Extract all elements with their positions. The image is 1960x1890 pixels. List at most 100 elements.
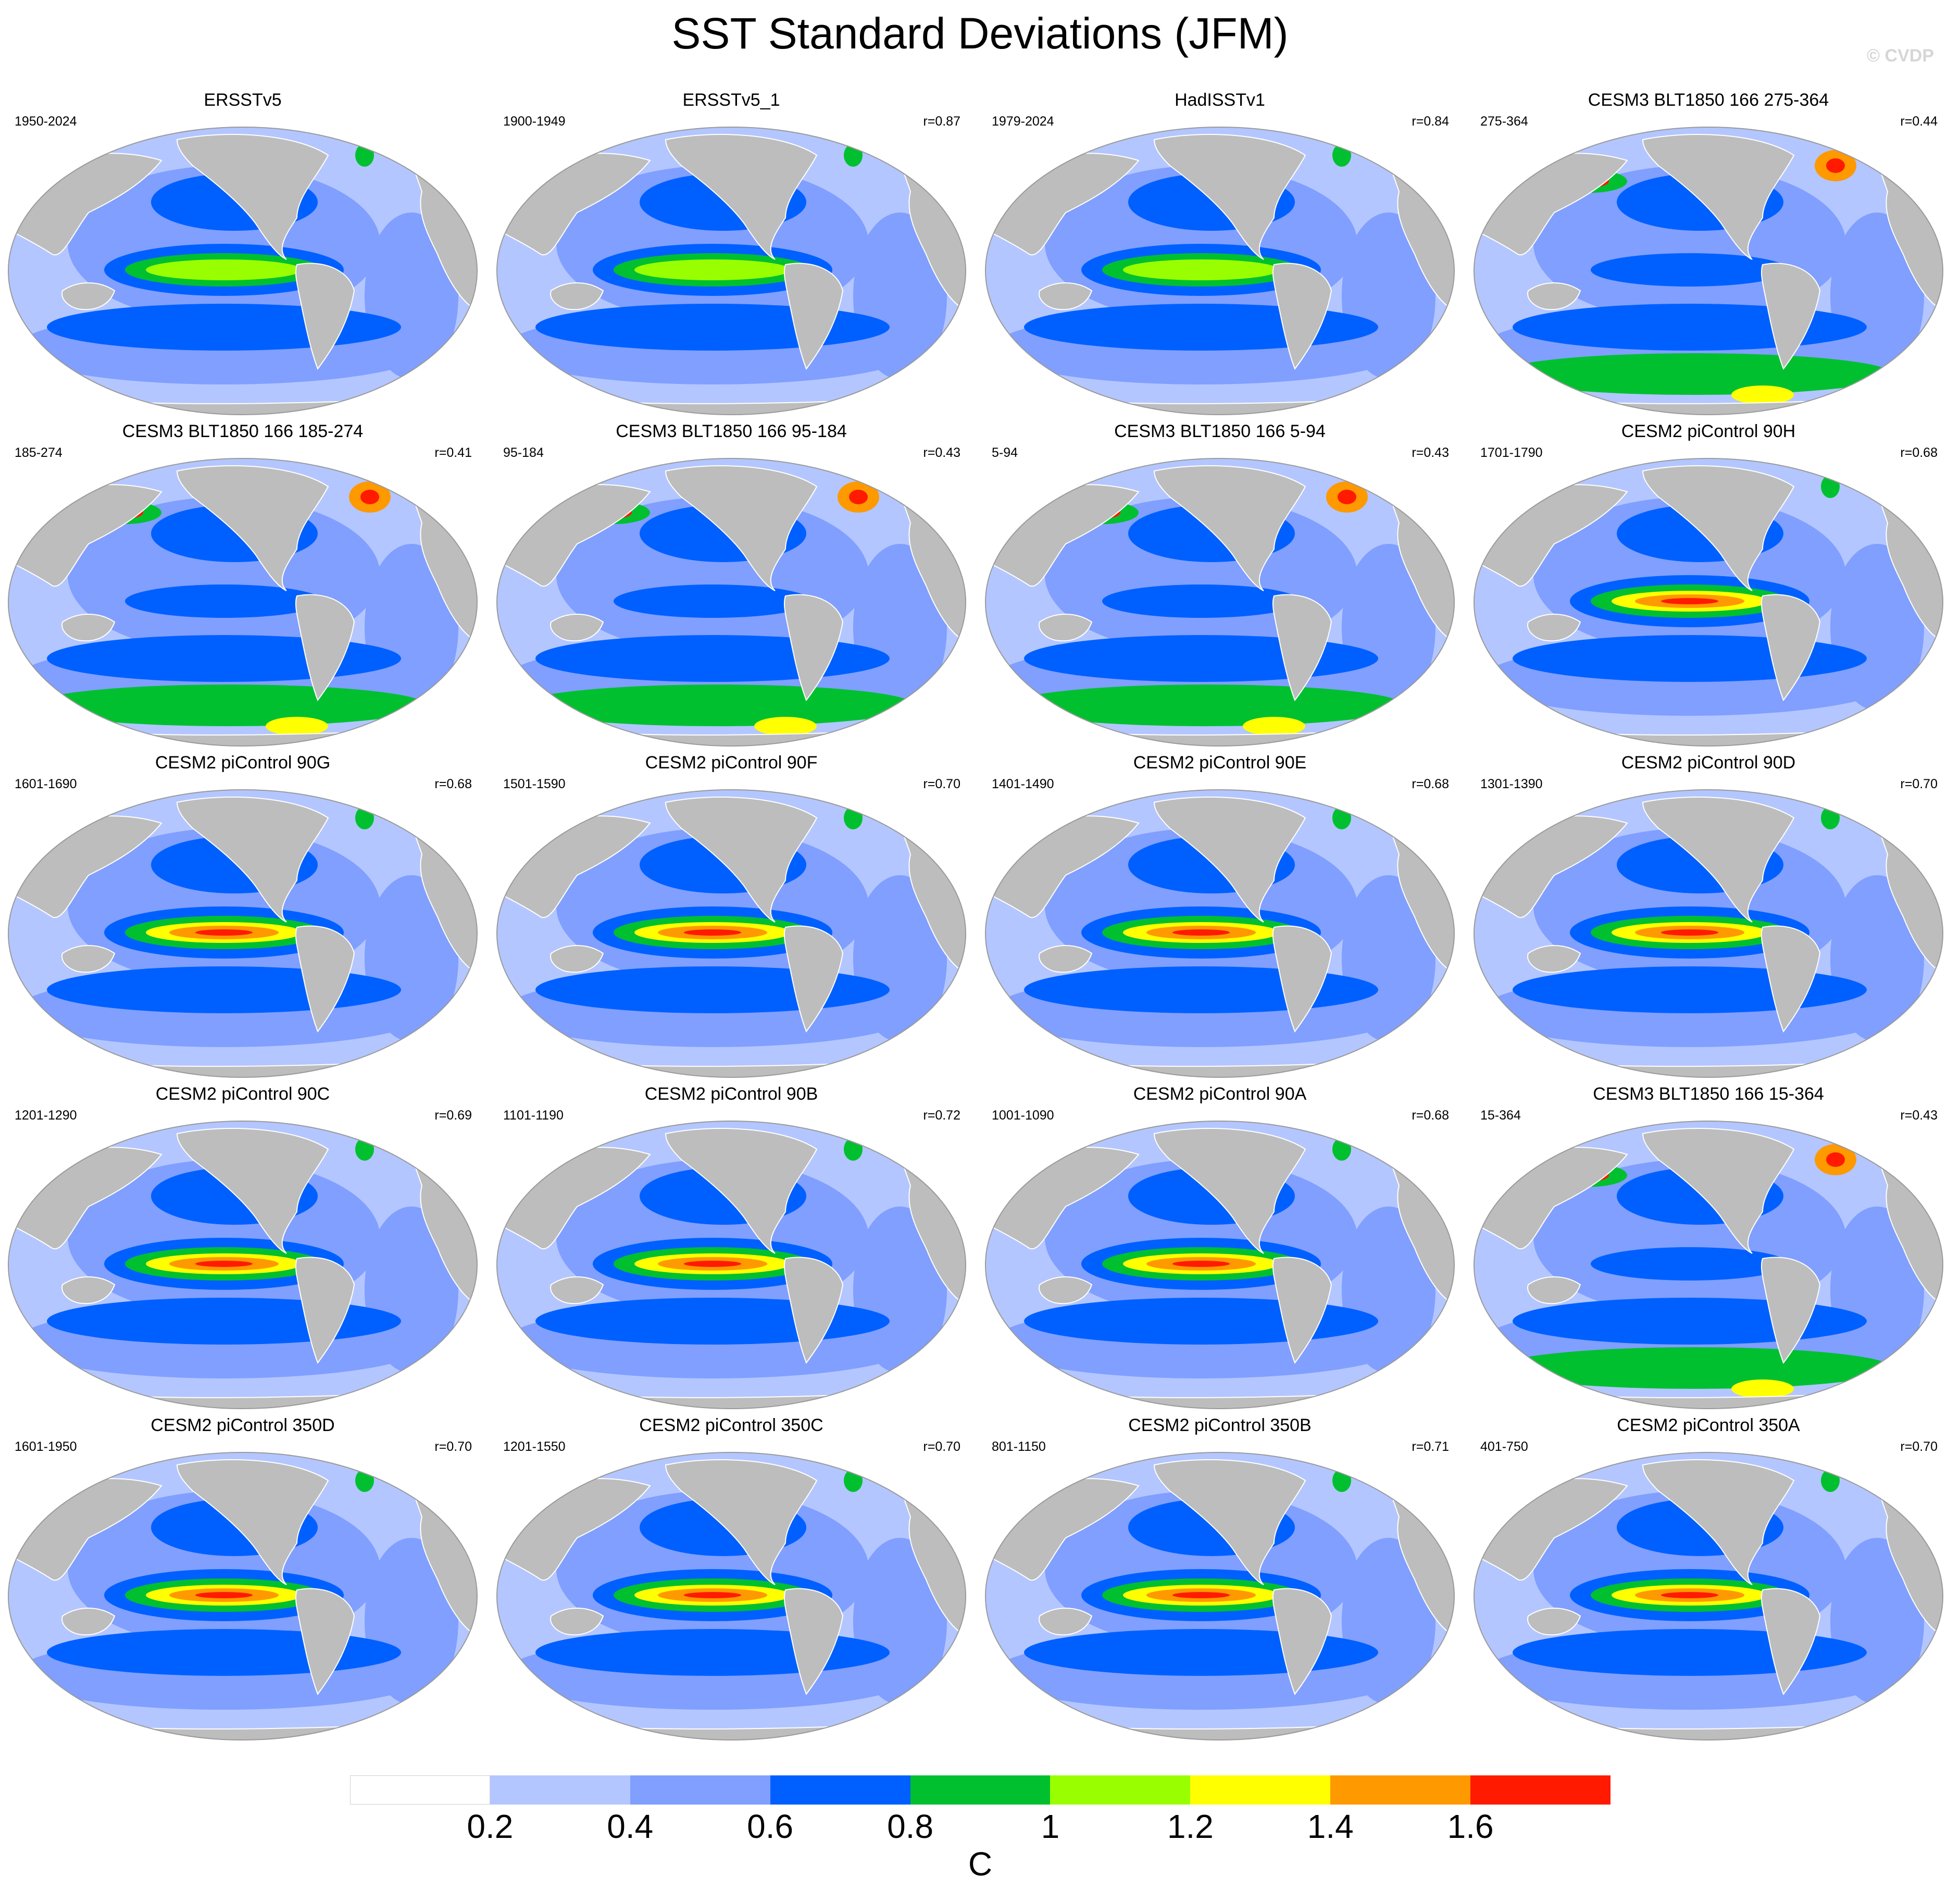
map-panel: CESM2 piControl 90B 1101-1190 r=0.72 xyxy=(494,1084,969,1412)
panel-period: 275-364 xyxy=(1480,114,1528,129)
panel-title: CESM2 piControl 90H xyxy=(1621,421,1796,441)
sst-map xyxy=(1474,1452,1943,1740)
map-panel: HadISSTv1 1979-2024 r=0.84 xyxy=(982,90,1457,418)
map-outline xyxy=(496,127,966,415)
equatorial-pacific-tongue xyxy=(634,591,791,612)
map-outline xyxy=(496,1121,966,1409)
map-panel: CESM2 piControl 90H 1701-1790 r=0.68 xyxy=(1471,421,1946,749)
panel-period: 1401-1490 xyxy=(992,777,1054,791)
panel-period: 185-274 xyxy=(15,445,63,460)
map-outline xyxy=(985,789,1455,1078)
sst-map xyxy=(1474,127,1943,415)
panel-correlation: r=0.84 xyxy=(1412,114,1449,129)
land-mass xyxy=(1039,614,1093,642)
gulf-stream-region xyxy=(1332,1469,1351,1492)
panel-correlation: r=0.70 xyxy=(1900,777,1938,791)
panel-correlation: r=0.72 xyxy=(923,1108,960,1123)
equatorial-pacific-tongue xyxy=(684,1592,741,1598)
sst-map xyxy=(8,1452,478,1740)
land-mass xyxy=(783,594,844,702)
equatorial-pacific-tongue xyxy=(1661,1592,1718,1598)
sst-map xyxy=(1474,789,1943,1078)
colorbar-tick-label: 0.4 xyxy=(607,1808,654,1845)
land-mass xyxy=(550,945,604,973)
panel-title: CESM3 BLT1850 166 15-364 xyxy=(1593,1084,1824,1104)
colorbar-tick-label: 0.6 xyxy=(747,1808,794,1845)
land-mass xyxy=(1527,614,1581,642)
sst-map xyxy=(985,1452,1455,1740)
map-panel: CESM2 piControl 350C 1201-1550 r=0.70 xyxy=(494,1415,969,1743)
drake-passage-max xyxy=(266,717,328,736)
gulf-stream-region xyxy=(1821,475,1840,498)
land-mass xyxy=(665,465,818,591)
equatorial-pacific-tongue xyxy=(1612,1253,1768,1274)
map-panel: CESM2 piControl 350B 801-1150 r=0.71 xyxy=(982,1415,1457,1743)
colorbar-box xyxy=(350,1775,490,1805)
southern-ocean-high-band xyxy=(520,685,916,726)
panel-title: CESM2 piControl 90A xyxy=(1133,1084,1307,1104)
land-mass xyxy=(176,465,329,591)
land-mass xyxy=(1761,594,1821,702)
land-mass xyxy=(1761,925,1821,1033)
copyright-label: © CVDP xyxy=(1867,46,1934,66)
panel-correlation: r=0.43 xyxy=(1900,1108,1938,1123)
equatorial-pacific-tongue xyxy=(1612,259,1768,280)
gulf-stream-region xyxy=(1821,806,1840,829)
gulf-stream-region xyxy=(355,1138,374,1161)
panel-title: CESM3 BLT1850 166 5-94 xyxy=(1114,421,1326,441)
land-mass xyxy=(783,263,844,370)
equatorial-pacific-tongue xyxy=(684,1261,741,1267)
panel-correlation: r=0.43 xyxy=(923,445,960,460)
land-mass xyxy=(1272,594,1332,702)
map-outline xyxy=(8,1121,478,1409)
map-panel: CESM2 piControl 90G 1601-1690 r=0.68 xyxy=(5,752,480,1080)
map-panel: CESM3 BLT1850 166 95-184 95-184 r=0.43 xyxy=(494,421,969,749)
panel-title: CESM2 piControl 90B xyxy=(644,1084,818,1104)
gulf-stream-core xyxy=(360,490,379,504)
land-mass xyxy=(1272,263,1332,370)
panel-correlation: r=0.69 xyxy=(434,1108,472,1123)
land-mass xyxy=(783,925,844,1033)
sst-map xyxy=(8,789,478,1078)
southern-ocean-high-band xyxy=(31,685,427,726)
map-outline xyxy=(985,127,1455,415)
land-mass xyxy=(1039,945,1093,973)
sst-map xyxy=(496,458,966,747)
map-panel: ERSSTv5 1950-2024 xyxy=(5,90,480,418)
land-mass xyxy=(176,1459,329,1585)
land-mass xyxy=(295,925,355,1033)
map-panel: CESM3 BLT1850 166 185-274 185-274 r=0.41 xyxy=(5,421,480,749)
land-mass xyxy=(665,1128,818,1254)
drake-passage-max xyxy=(1731,1379,1794,1398)
map-panel: CESM2 piControl 90E 1401-1490 r=0.68 xyxy=(982,752,1457,1080)
land-mass xyxy=(1153,797,1306,923)
sst-map xyxy=(8,1121,478,1409)
map-outline xyxy=(8,1452,478,1740)
gulf-stream-core xyxy=(849,490,868,504)
panel-period: 1950-2024 xyxy=(15,114,77,129)
land-mass xyxy=(1153,1128,1306,1254)
panel-title: CESM2 piControl 350A xyxy=(1617,1415,1800,1435)
gulf-stream-region xyxy=(844,806,863,829)
sst-map xyxy=(496,789,966,1078)
map-outline xyxy=(8,458,478,747)
land-mass xyxy=(295,594,355,702)
equatorial-pacific-tongue xyxy=(1172,1592,1230,1598)
map-panel: CESM3 BLT1850 166 15-364 15-364 r=0.43 xyxy=(1471,1084,1946,1412)
colorbar-tick-label: 1.4 xyxy=(1307,1808,1354,1845)
panel-period: 1701-1790 xyxy=(1480,445,1543,460)
land-mass xyxy=(665,134,818,260)
land-mass xyxy=(61,282,116,310)
panel-title: CESM3 BLT1850 166 185-274 xyxy=(122,421,364,441)
panel-title: CESM2 piControl 90F xyxy=(645,753,818,773)
panel-period: 95-184 xyxy=(503,445,544,460)
gulf-stream-core xyxy=(1338,490,1356,504)
land-mass xyxy=(61,1608,116,1636)
land-mass xyxy=(1153,465,1306,591)
colorbar-box xyxy=(910,1775,1051,1805)
panel-period: 1979-2024 xyxy=(992,114,1054,129)
colorbar-box xyxy=(770,1775,910,1805)
drake-passage-max xyxy=(754,717,817,736)
colorbar-tick-label: 0.2 xyxy=(467,1808,514,1845)
equatorial-pacific-tongue xyxy=(1661,598,1718,604)
